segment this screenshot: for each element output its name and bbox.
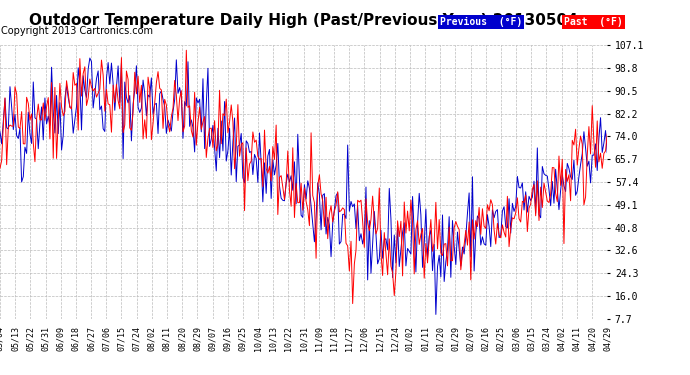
Text: Previous  (°F): Previous (°F) xyxy=(440,17,522,27)
Text: Copyright 2013 Cartronics.com: Copyright 2013 Cartronics.com xyxy=(1,26,152,36)
Text: Past  (°F): Past (°F) xyxy=(564,17,623,27)
Text: Outdoor Temperature Daily High (Past/Previous Year) 20130504: Outdoor Temperature Daily High (Past/Pre… xyxy=(29,13,578,28)
